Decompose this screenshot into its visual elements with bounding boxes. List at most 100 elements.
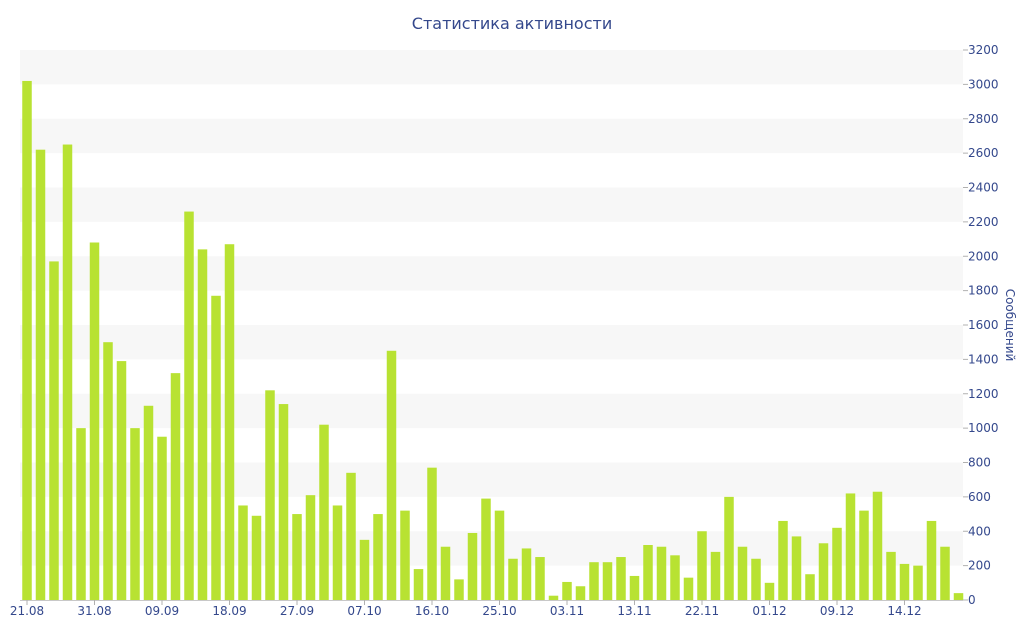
- y-axis-title: Сообщений: [1003, 289, 1017, 362]
- bar: [872, 491, 883, 600]
- x-tick-label: 13.11: [617, 604, 651, 618]
- bar: [184, 211, 194, 600]
- bar: [886, 551, 896, 601]
- bar: [386, 350, 397, 600]
- bar: [494, 510, 505, 601]
- bar: [305, 495, 316, 600]
- x-tick-label: 16.10: [415, 604, 449, 618]
- y-tick-label: 1400: [968, 352, 999, 366]
- x-tick-label: 21.08: [10, 604, 44, 618]
- grid-band: [20, 256, 963, 291]
- bar: [454, 579, 464, 601]
- bar: [116, 361, 127, 600]
- x-tick-label: 09.09: [145, 604, 179, 618]
- bar: [103, 342, 113, 600]
- bar: [238, 505, 248, 600]
- y-tick-label: 1200: [968, 387, 999, 401]
- bar: [211, 295, 221, 600]
- bar: [535, 557, 545, 600]
- bar: [359, 539, 370, 600]
- x-tick-label: 31.08: [77, 604, 111, 618]
- grid-band: [20, 393, 963, 429]
- bar: [656, 546, 667, 600]
- bar: [521, 548, 532, 600]
- bar: [791, 536, 802, 600]
- x-tick-label: 09.12: [820, 604, 854, 618]
- bar: [400, 510, 410, 601]
- bar: [805, 574, 815, 600]
- bar: [76, 428, 86, 601]
- bar: [643, 545, 653, 600]
- x-tick-label: 22.11: [685, 604, 719, 618]
- bar: [751, 558, 761, 600]
- bar: [832, 527, 842, 600]
- bar: [143, 405, 154, 600]
- bar: [764, 582, 775, 600]
- bar: [724, 496, 734, 601]
- y-tick-label: 2600: [968, 146, 999, 160]
- y-tick-label: 0: [968, 593, 976, 607]
- y-tick-label: 2200: [968, 215, 999, 229]
- bar: [427, 467, 437, 600]
- bar: [926, 520, 937, 600]
- grid-band: [20, 325, 963, 360]
- bar: [589, 562, 599, 600]
- bar: [346, 472, 356, 600]
- bar: [629, 575, 640, 600]
- bar: [845, 493, 856, 600]
- bar: [130, 428, 140, 601]
- x-axis: 21.08 31.08 09.09 18.09 27.09 07.10 16.10 25.10…: [10, 600, 963, 618]
- bar: [319, 424, 329, 600]
- x-tick-label: 27.09: [280, 604, 314, 618]
- bar: [62, 144, 73, 600]
- bar: [575, 586, 586, 600]
- grid-band: [20, 50, 963, 85]
- bar: [899, 563, 910, 600]
- bar: [940, 546, 950, 600]
- bar: [440, 546, 451, 600]
- bar: [89, 242, 100, 600]
- x-tick-label: 03.11: [550, 604, 584, 618]
- y-tick-label: 1000: [968, 421, 999, 435]
- y-tick-label: 400: [968, 524, 991, 538]
- bar: [224, 244, 235, 600]
- bar: [508, 558, 518, 600]
- y-tick-label: 3200: [968, 43, 999, 57]
- bar: [859, 510, 869, 601]
- bar: [670, 555, 680, 600]
- bar: [197, 249, 208, 601]
- bar: [818, 543, 829, 600]
- bar: [710, 551, 721, 601]
- y-tick-label: 2400: [968, 181, 999, 195]
- bar: [49, 261, 59, 600]
- y-tick-label: 3000: [968, 77, 999, 91]
- bar: [265, 390, 275, 600]
- bar: [616, 557, 626, 600]
- bar: [332, 505, 343, 600]
- bar: [157, 436, 167, 600]
- bar: [373, 514, 383, 600]
- y-tick-label: 600: [968, 490, 991, 504]
- bar: [953, 593, 964, 601]
- bar-series: [22, 80, 964, 601]
- x-tick-label: 01.12: [752, 604, 786, 618]
- bar: [278, 404, 289, 600]
- bar: [562, 581, 572, 600]
- y-tick-label: 2000: [968, 249, 999, 263]
- bar: [22, 80, 32, 600]
- bar: [251, 515, 262, 600]
- bar: [683, 577, 694, 600]
- grid-band: [20, 187, 963, 222]
- chart-title: Статистика активности: [411, 14, 613, 33]
- x-tick-label: 14.12: [887, 604, 921, 618]
- bar: [913, 565, 923, 601]
- y-tick-label: 800: [968, 456, 991, 470]
- bar: [413, 569, 424, 600]
- bar: [292, 514, 302, 600]
- x-tick-label: 07.10: [347, 604, 381, 618]
- bar: [697, 531, 707, 600]
- bar: [737, 546, 748, 600]
- y-tick-label: 200: [968, 559, 991, 573]
- y-tick-label: 2800: [968, 112, 999, 126]
